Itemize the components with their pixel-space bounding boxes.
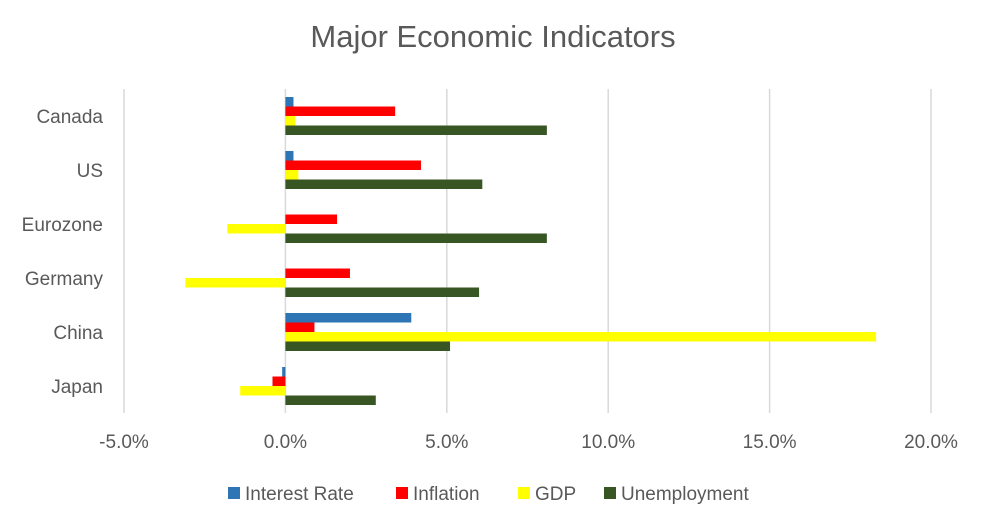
legend-swatch <box>396 487 408 499</box>
x-tick-label: 0.0% <box>264 432 307 453</box>
legend-item-unemployment[interactable]: Unemployment <box>604 484 749 505</box>
category-labels: Canada US Eurozone Germany China Japan <box>22 107 104 398</box>
legend-item-interest-rate[interactable]: Interest Rate <box>228 484 354 505</box>
legend[interactable]: Interest Rate Inflation GDP Unemployment <box>228 484 749 505</box>
legend-swatch <box>518 487 530 499</box>
chart-title: Major Economic Indicators <box>310 19 675 54</box>
category-label-china: China <box>53 323 103 344</box>
category-label-us: US <box>77 161 103 182</box>
bar-inflation-china <box>285 322 315 332</box>
legend-label: Interest Rate <box>245 484 354 505</box>
category-label-germany: Germany <box>25 269 104 290</box>
x-tick-label: -5.0% <box>99 432 149 453</box>
bar-interest-rate-china <box>285 313 412 323</box>
category-label-japan: Japan <box>51 377 103 398</box>
bar-inflation-japan <box>272 376 286 386</box>
bar-unemployment-germany <box>285 287 480 297</box>
bar-gdp-canada <box>285 116 296 126</box>
bar-gdp-us <box>285 170 299 180</box>
bar-unemployment-us <box>285 179 483 189</box>
bar-gdp-japan <box>240 386 286 396</box>
category-label-canada: Canada <box>36 107 103 128</box>
bar-gdp-china <box>285 332 877 342</box>
bar-inflation-canada <box>285 106 396 116</box>
bar-unemployment-china <box>285 341 451 351</box>
legend-label: Inflation <box>413 484 480 505</box>
bar-interest-rate-canada <box>285 97 294 107</box>
gridlines <box>123 89 932 413</box>
bar-unemployment-eurozone <box>285 233 547 243</box>
bar-gdp-germany <box>185 278 286 288</box>
x-tick-label: 5.0% <box>425 432 468 453</box>
bar-interest-rate-japan <box>282 367 286 377</box>
legend-item-gdp[interactable]: GDP <box>518 484 576 505</box>
legend-swatch <box>604 487 616 499</box>
category-label-eurozone: Eurozone <box>22 215 103 236</box>
bar-unemployment-japan <box>285 395 376 405</box>
bar-interest-rate-us <box>285 151 294 161</box>
legend-label: GDP <box>535 484 576 505</box>
bar-inflation-us <box>285 160 421 170</box>
legend-swatch <box>228 487 240 499</box>
bar-gdp-eurozone <box>227 224 286 234</box>
bars <box>185 97 877 405</box>
x-tick-label: 10.0% <box>581 432 635 453</box>
legend-label: Unemployment <box>621 484 749 505</box>
x-axis-tick-labels: -5.0% 0.0% 5.0% 10.0% 15.0% 20.0% <box>99 432 958 453</box>
bar-inflation-eurozone <box>285 214 338 224</box>
bar-inflation-germany <box>285 268 350 278</box>
x-tick-label: 15.0% <box>743 432 797 453</box>
legend-item-inflation[interactable]: Inflation <box>396 484 480 505</box>
bar-unemployment-canada <box>285 125 547 135</box>
x-tick-label: 20.0% <box>904 432 958 453</box>
